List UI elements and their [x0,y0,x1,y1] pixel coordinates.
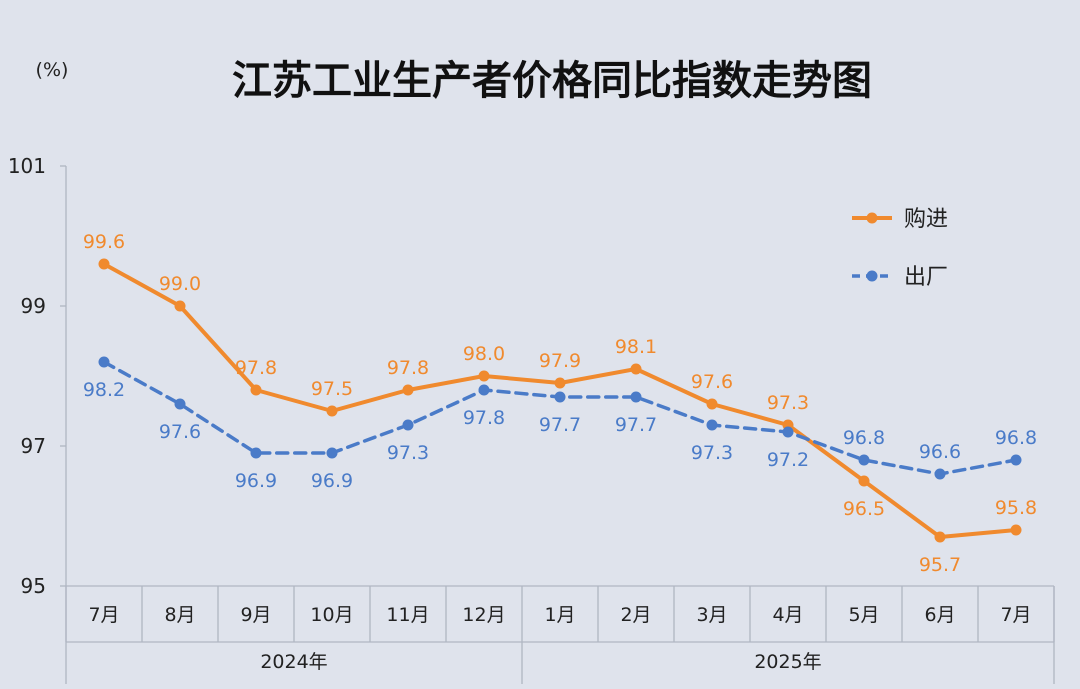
data-point-purchase [858,475,870,487]
data-point-factory [782,426,794,438]
data-label-purchase: 95.8 [995,497,1037,519]
legend-label-factory: 出厂 [904,265,948,290]
data-label-factory: 97.7 [539,414,581,436]
data-label-purchase: 96.5 [843,498,885,520]
axes: 95 97 99 101 7月 8月 9月 10月 11月 12月 1月 2月 3月 4月 5月 6月 7月 20… [8,154,1055,684]
y-tick-label: 99 [21,294,46,318]
data-point-factory [402,419,414,431]
x-tick-label: 2月 [620,604,651,626]
data-point-purchase [250,384,262,396]
data-point-factory [630,391,642,403]
data-point-purchase [174,300,186,312]
x-tick-label: 7月 [1000,604,1031,626]
data-label-factory: 96.8 [995,427,1037,449]
data-point-purchase [934,531,946,543]
x-tick-label: 5月 [848,604,879,626]
x-tick-label: 6月 [924,604,955,626]
data-point-purchase [98,258,110,270]
data-point-factory [706,419,718,431]
x-tick-label: 8月 [164,604,195,626]
data-point-factory [174,398,186,410]
data-label-purchase: 97.8 [387,357,429,379]
data-labels: 99.6 99.0 97.8 97.5 97.8 98.0 97.9 98.1 97.6 97.3… [83,231,1037,576]
data-point-factory [934,468,946,480]
data-label-factory: 97.3 [387,442,429,464]
data-label-purchase: 98.1 [615,336,657,358]
data-point-factory [478,384,490,396]
data-point-factory [554,391,566,403]
data-label-factory: 97.8 [463,407,505,429]
data-label-purchase: 97.3 [767,392,809,414]
data-point-purchase [326,405,338,417]
year-label: 2025年 [754,651,821,673]
y-tick-label: 97 [21,434,46,458]
data-point-factory [98,356,110,368]
x-tick-label: 4月 [772,604,803,626]
legend-marker-factory [866,270,878,282]
data-point-factory [250,447,262,459]
chart-title: 江苏工业生产者价格同比指数走势图 [232,58,872,104]
y-axis-unit: (%) [36,59,69,81]
x-tick-label: 12月 [462,604,505,626]
x-tick-label: 9月 [240,604,271,626]
data-label-purchase: 97.6 [691,371,733,393]
data-label-factory: 96.8 [843,427,885,449]
data-label-purchase: 98.0 [463,343,505,365]
data-point-factory [1010,454,1022,466]
data-label-factory: 96.9 [311,470,353,492]
data-point-purchase [706,398,718,410]
legend-marker-purchase [866,212,878,224]
x-tick-label: 10月 [310,604,353,626]
data-point-purchase [554,377,566,389]
data-point-purchase [630,363,642,375]
x-tick-label: 11月 [386,604,429,626]
y-tick-label: 95 [21,574,46,598]
data-label-purchase: 97.9 [539,350,581,372]
series-layer [98,258,1022,543]
legend-label-purchase: 购进 [904,207,948,232]
data-label-factory: 97.2 [767,449,809,471]
data-label-purchase: 97.5 [311,378,353,400]
data-label-purchase: 99.6 [83,231,125,253]
data-point-factory [326,447,338,459]
y-tick-label: 101 [8,154,46,178]
data-label-purchase: 97.8 [235,357,277,379]
data-point-purchase [478,370,490,382]
year-label: 2024年 [260,651,327,673]
data-point-factory [858,454,870,466]
x-tick-label: 7月 [88,604,119,626]
x-tick-label: 3月 [696,604,727,626]
data-label-factory: 96.9 [235,470,277,492]
data-label-factory: 97.7 [615,414,657,436]
data-label-factory: 96.6 [919,441,961,463]
data-point-purchase [1010,524,1022,536]
data-label-factory: 97.6 [159,421,201,443]
data-point-purchase [402,384,414,396]
data-label-factory: 97.3 [691,442,733,464]
data-label-purchase: 95.7 [919,554,961,576]
x-tick-label: 1月 [544,604,575,626]
data-label-purchase: 99.0 [159,273,201,295]
data-label-factory: 98.2 [83,379,125,401]
